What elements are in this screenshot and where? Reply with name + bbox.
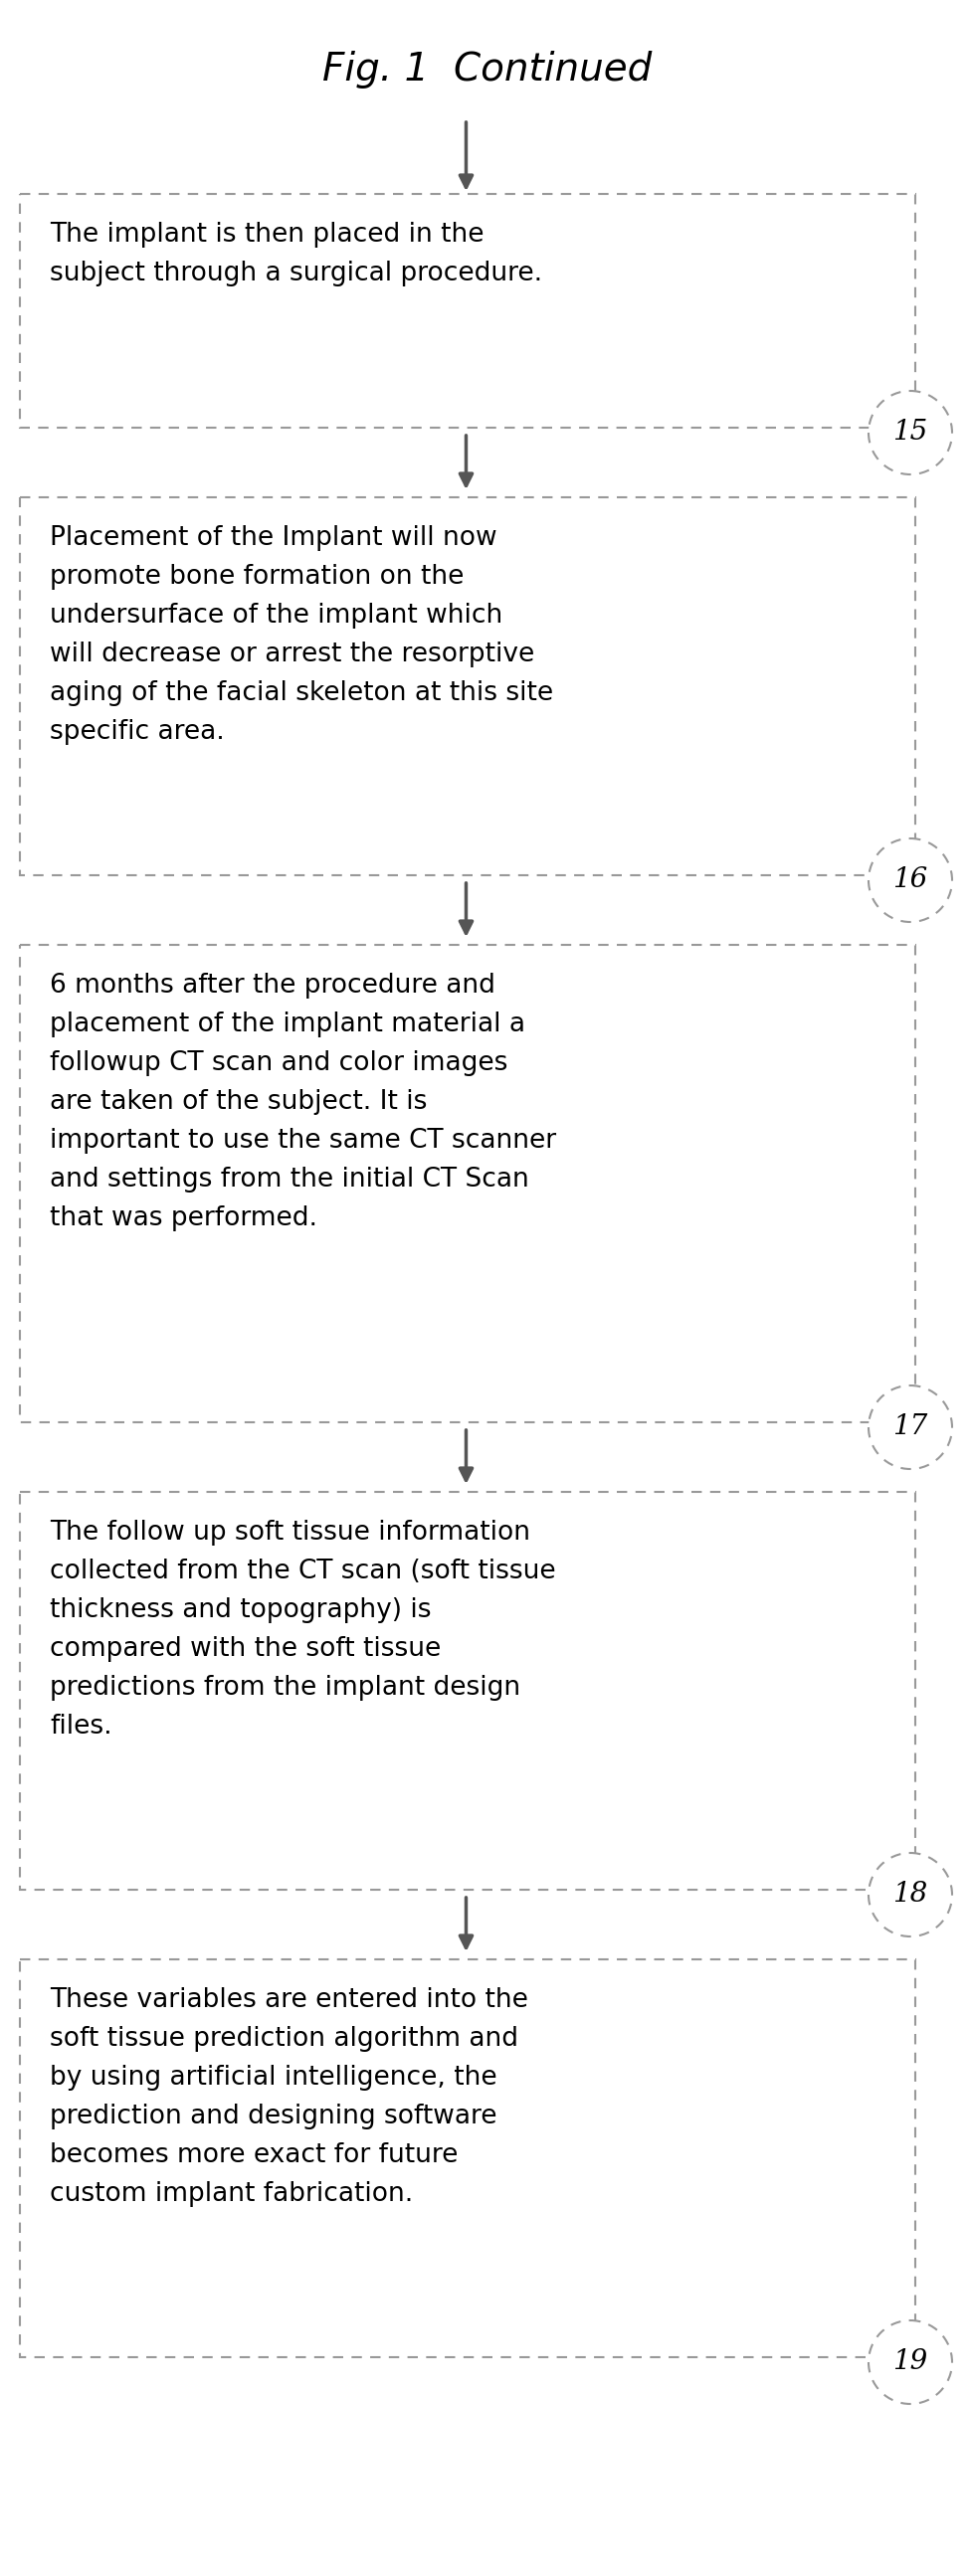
Text: 15: 15 bbox=[892, 420, 928, 446]
Text: 19: 19 bbox=[892, 2349, 928, 2375]
Circle shape bbox=[868, 2321, 953, 2403]
Circle shape bbox=[868, 837, 953, 922]
Circle shape bbox=[868, 1852, 953, 1937]
Text: The implant is then placed in the
subject through a surgical procedure.: The implant is then placed in the subjec… bbox=[50, 222, 543, 286]
FancyBboxPatch shape bbox=[19, 945, 916, 1422]
FancyBboxPatch shape bbox=[19, 497, 916, 876]
Text: The follow up soft tissue information
collected from the CT scan (soft tissue
th: The follow up soft tissue information co… bbox=[50, 1520, 555, 1739]
Text: These variables are entered into the
soft tissue prediction algorithm and
by usi: These variables are entered into the sof… bbox=[50, 1986, 528, 2208]
FancyBboxPatch shape bbox=[19, 1960, 916, 2357]
Text: Placement of the Implant will now
promote bone formation on the
undersurface of : Placement of the Implant will now promot… bbox=[50, 526, 553, 744]
Circle shape bbox=[868, 392, 953, 474]
Text: 6 months after the procedure and
placement of the implant material a
followup CT: 6 months after the procedure and placeme… bbox=[50, 974, 556, 1231]
Text: Fig. 1  Continued: Fig. 1 Continued bbox=[322, 52, 653, 88]
FancyBboxPatch shape bbox=[19, 193, 916, 428]
Circle shape bbox=[868, 1386, 953, 1468]
Text: 18: 18 bbox=[892, 1880, 928, 1909]
Text: 16: 16 bbox=[892, 866, 928, 894]
Text: 17: 17 bbox=[892, 1414, 928, 1440]
FancyBboxPatch shape bbox=[19, 1492, 916, 1891]
